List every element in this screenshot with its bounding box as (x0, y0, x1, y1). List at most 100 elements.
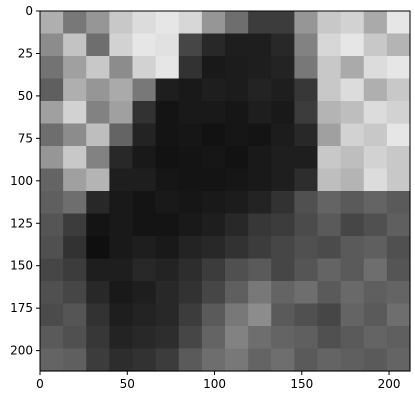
heatmap-cell-r2-c12 (317, 56, 342, 80)
heatmap-cell-r7-c5 (155, 168, 180, 192)
heatmap-cell-r8-c2 (86, 191, 110, 215)
heatmap-cell-r8-c5 (155, 191, 180, 215)
heatmap-cell-r7-c6 (178, 168, 203, 192)
heatmap-cell-r7-c1 (63, 168, 87, 192)
heatmap-cell-r9-c6 (178, 213, 203, 237)
heatmap-cell-r10-c12 (317, 236, 342, 260)
heatmap-cell-r14-c2 (86, 326, 110, 350)
heatmap-cell-r6-c2 (86, 146, 110, 170)
heatmap-cell-r3-c14 (363, 78, 388, 102)
heatmap-cell-r11-c12 (317, 258, 342, 282)
heatmap-cell-r6-c10 (271, 146, 295, 170)
heatmap-cell-r1-c6 (178, 33, 203, 57)
heatmap-cell-r1-c14 (363, 33, 388, 57)
heatmap-cell-r13-c1 (63, 303, 87, 327)
heatmap-cell-r5-c13 (340, 123, 365, 147)
heatmap-cell-r6-c5 (155, 146, 180, 170)
heatmap-cell-r13-c11 (294, 303, 319, 327)
heatmap-cell-r3-c13 (340, 78, 365, 102)
heatmap-cell-r0-c1 (63, 11, 87, 35)
heatmap-cell-r0-c2 (86, 11, 110, 35)
heatmap-cell-r4-c6 (178, 101, 203, 125)
heatmap-cell-r9-c9 (248, 213, 272, 237)
heatmap-cell-r3-c10 (271, 78, 295, 102)
heatmap-cell-r3-c1 (63, 78, 87, 102)
heatmap-cell-r10-c0 (40, 236, 64, 260)
heatmap-cell-r15-c15 (386, 348, 411, 372)
heatmap-cell-r7-c9 (248, 168, 272, 192)
heatmap-cell-r11-c3 (109, 258, 134, 282)
heatmap-cell-r6-c4 (132, 146, 157, 170)
heatmap-cell-r8-c12 (317, 191, 342, 215)
heatmap-cell-r6-c9 (248, 146, 272, 170)
y-tick-label-0: 0 (25, 4, 33, 18)
heatmap-cell-r7-c8 (225, 168, 249, 192)
y-axis: 0 25 50 75 100 125 150 175 200 (10, 4, 40, 358)
heatmap-cell-r2-c2 (86, 56, 110, 80)
heatmap-cell-r5-c1 (63, 123, 87, 147)
heatmap-cell-r12-c2 (86, 281, 110, 305)
heatmap-cell-r7-c14 (363, 168, 388, 192)
y-tick-label-150: 150 (10, 259, 33, 273)
heatmap-cell-r12-c7 (201, 281, 226, 305)
heatmap-cell-r2-c4 (132, 56, 157, 80)
heatmap-cell-r8-c4 (132, 191, 157, 215)
heatmap-cell-r9-c4 (132, 213, 157, 237)
x-axis: 0 50 100 150 200 (36, 371, 401, 391)
heatmap-cell-r7-c3 (109, 168, 134, 192)
heatmap-cell-r3-c8 (225, 78, 249, 102)
heatmap-cell-r12-c10 (271, 281, 295, 305)
heatmap-cell-r9-c1 (63, 213, 87, 237)
heatmap-cell-r12-c13 (340, 281, 365, 305)
heatmap-cell-r8-c11 (294, 191, 319, 215)
heatmap-cell-r6-c6 (178, 146, 203, 170)
heatmap-cell-r10-c4 (132, 236, 157, 260)
heatmap-cell-r9-c12 (317, 213, 342, 237)
heatmap-cell-r10-c5 (155, 236, 180, 260)
heatmap-cell-r2-c9 (248, 56, 272, 80)
heatmap-cell-r8-c7 (201, 191, 226, 215)
heatmap-cell-r13-c15 (386, 303, 411, 327)
heatmap-cell-r4-c1 (63, 101, 87, 125)
heatmap-cell-r11-c0 (40, 258, 64, 282)
heatmap-cell-r14-c12 (317, 326, 342, 350)
heatmap-cell-r15-c7 (201, 348, 226, 372)
heatmap-cell-r1-c4 (132, 33, 157, 57)
heatmap-cell-r14-c13 (340, 326, 365, 350)
heatmap-cell-r12-c0 (40, 281, 64, 305)
heatmap-cell-r2-c13 (340, 56, 365, 80)
heatmap-cell-r15-c9 (248, 348, 272, 372)
heatmap-cell-r8-c1 (63, 191, 87, 215)
heatmap-cell-r9-c10 (271, 213, 295, 237)
heatmap-cell-r5-c4 (132, 123, 157, 147)
heatmap-cell-r1-c12 (317, 33, 342, 57)
heatmap-cell-r15-c2 (86, 348, 110, 372)
heatmap-cell-r7-c15 (386, 168, 411, 192)
heatmap-cell-r10-c2 (86, 236, 110, 260)
heatmap-cell-r1-c3 (109, 33, 134, 57)
heatmap-cell-r14-c3 (109, 326, 134, 350)
heatmap-cell-r3-c6 (178, 78, 203, 102)
heatmap-cell-r2-c0 (40, 56, 64, 80)
heatmap-cell-r15-c11 (294, 348, 319, 372)
y-tick-label-125: 125 (10, 216, 33, 230)
heatmap-cell-r6-c3 (109, 146, 134, 170)
heatmap-cell-r12-c11 (294, 281, 319, 305)
heatmap-cell-r1-c7 (201, 33, 226, 57)
heatmap-cell-r2-c3 (109, 56, 134, 80)
y-tick-label-25: 25 (18, 46, 33, 60)
y-tick-label-75: 75 (18, 131, 33, 145)
heatmap-cell-r3-c5 (155, 78, 180, 102)
heatmap-cell-r4-c15 (386, 101, 411, 125)
heatmap-cell-r11-c5 (155, 258, 180, 282)
heatmap-cell-r9-c7 (201, 213, 226, 237)
heatmap-cell-r7-c0 (40, 168, 64, 192)
heatmap-cell-r1-c2 (86, 33, 110, 57)
heatmap-cell-r7-c7 (201, 168, 226, 192)
heatmap-cell-r5-c14 (363, 123, 388, 147)
heatmap-cell-r8-c8 (225, 191, 249, 215)
heatmap-cell-r9-c8 (225, 213, 249, 237)
heatmap-cell-r4-c8 (225, 101, 249, 125)
heatmap-cell-r14-c15 (386, 326, 411, 350)
heatmap-cell-r5-c5 (155, 123, 180, 147)
